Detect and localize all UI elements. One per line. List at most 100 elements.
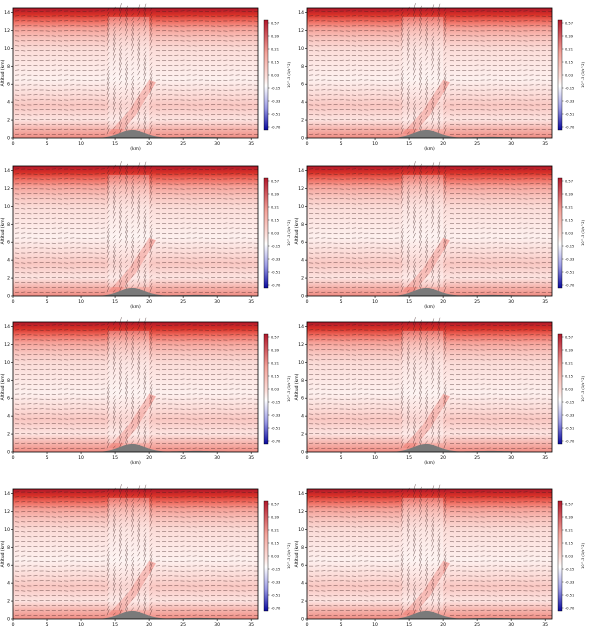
x-tick-label: 5 bbox=[340, 455, 343, 461]
x-axis-label: (km) bbox=[424, 460, 435, 466]
colorbar-tick-label: 0.21 bbox=[271, 47, 279, 51]
colorbar bbox=[263, 177, 269, 289]
y-tick-label: 4 bbox=[7, 258, 10, 264]
x-tick-label: 5 bbox=[340, 622, 343, 628]
wind-vectors bbox=[309, 3, 553, 136]
plot-frame bbox=[12, 321, 259, 453]
x-tick-label: 5 bbox=[46, 299, 49, 305]
x-tick-label: 0 bbox=[306, 141, 309, 147]
y-tick-label: 14 bbox=[4, 491, 10, 497]
colorbar-tick-label: -0.51 bbox=[565, 426, 574, 430]
x-tick-label: 10 bbox=[78, 141, 84, 147]
y-tick-label: 10 bbox=[4, 527, 10, 533]
y-tick-label: 2 bbox=[301, 276, 304, 282]
colorbar-tick-label: 0.57 bbox=[271, 21, 279, 25]
terrain bbox=[307, 287, 552, 296]
colorbar-tick-label: 0.21 bbox=[271, 361, 279, 365]
colorbar-tick-label: 0.57 bbox=[565, 179, 573, 183]
x-tick-label: 5 bbox=[46, 141, 49, 147]
x-tick-label: 10 bbox=[78, 299, 84, 305]
colorbar-tick-label: -0.70 bbox=[271, 439, 281, 443]
y-tick-label: 0 bbox=[7, 617, 10, 623]
x-tick-label: 10 bbox=[372, 299, 378, 305]
colorbar-tick-label: -0.51 bbox=[565, 270, 574, 274]
y-tick-label: 2 bbox=[301, 118, 304, 124]
colorbar bbox=[263, 500, 269, 612]
colorbar-tick-label: 0.57 bbox=[271, 502, 279, 506]
y-tick-label: 8 bbox=[7, 545, 10, 551]
colorbar-tick-label: -0.33 bbox=[271, 99, 280, 103]
y-tick-label: 10 bbox=[4, 360, 10, 366]
colorbar-label: 10^-3 (1/s^2) bbox=[287, 543, 291, 569]
colorbar-tick-label: 0.57 bbox=[565, 335, 573, 339]
colorbar-tick-label: 0.21 bbox=[565, 205, 573, 209]
y-tick-label: 12 bbox=[298, 28, 304, 34]
updraft-column bbox=[402, 16, 444, 130]
y-tick-label: 12 bbox=[298, 186, 304, 192]
x-tick-label: 0 bbox=[306, 455, 309, 461]
terrain bbox=[13, 443, 258, 452]
field-shading bbox=[13, 322, 258, 452]
y-tick-label: 2 bbox=[7, 599, 10, 605]
plot-frame bbox=[12, 165, 259, 297]
field-shading bbox=[307, 8, 552, 138]
updraft-column bbox=[108, 16, 150, 130]
plot-frame bbox=[12, 488, 259, 620]
wind-vectors bbox=[309, 317, 553, 450]
x-tick-label: 35 bbox=[542, 299, 548, 305]
terrain bbox=[13, 129, 258, 138]
y-tick-label: 10 bbox=[4, 46, 10, 52]
x-tick-label: 10 bbox=[78, 622, 84, 628]
x-tick-label: 30 bbox=[214, 141, 220, 147]
colorbar-tick-label: -0.51 bbox=[271, 426, 280, 430]
x-tick-label: 5 bbox=[340, 299, 343, 305]
y-tick-label: 0 bbox=[301, 294, 304, 300]
plot-frame bbox=[306, 488, 553, 620]
x-tick-label: 10 bbox=[372, 141, 378, 147]
y-tick-label: 12 bbox=[4, 186, 10, 192]
colorbar-tick-label: 0.03 bbox=[271, 554, 279, 558]
y-tick-label: 8 bbox=[7, 378, 10, 384]
x-tick-label: 15 bbox=[406, 455, 412, 461]
x-tick-label: 35 bbox=[248, 141, 254, 147]
updraft-column bbox=[402, 497, 444, 611]
terrain bbox=[307, 610, 552, 619]
y-tick-label: 0 bbox=[301, 136, 304, 142]
y-tick-label: 8 bbox=[7, 64, 10, 70]
panel-5: 0 5 10 15 20 25 30 35 0 2 4 6 8 10 12 14 (km) Altitud (km… bbox=[0, 317, 291, 466]
x-tick-label: 30 bbox=[508, 455, 514, 461]
x-tick-label: 10 bbox=[372, 622, 378, 628]
y-axis-label: Altitud (km) bbox=[0, 59, 6, 86]
field-shading bbox=[13, 166, 258, 296]
x-tick-label: 20 bbox=[440, 299, 446, 305]
colorbar-tick-label: -0.15 bbox=[565, 567, 574, 571]
x-tick-label: 25 bbox=[474, 299, 480, 305]
y-tick-label: 6 bbox=[7, 563, 10, 569]
y-tick-label: 14 bbox=[4, 324, 10, 330]
x-tick-label: 25 bbox=[474, 622, 480, 628]
colorbar-label: 10^-3 (1/s^2) bbox=[581, 376, 585, 402]
x-axis-label: (km) bbox=[130, 146, 141, 152]
y-tick-label: 12 bbox=[4, 28, 10, 34]
colorbar-tick-label: 0.57 bbox=[565, 502, 573, 506]
colorbar-tick-label: -0.70 bbox=[271, 125, 281, 129]
y-tick-label: 6 bbox=[301, 240, 304, 246]
panel-8: 0 5 10 15 20 25 30 35 0 2 4 6 8 10 12 14 Altitud (km) 0.5… bbox=[294, 484, 585, 628]
y-tick-label: 0 bbox=[7, 450, 10, 456]
colorbar-tick-label: -0.70 bbox=[565, 606, 575, 610]
x-tick-label: 15 bbox=[406, 622, 412, 628]
y-tick-label: 2 bbox=[7, 118, 10, 124]
y-axis-label: Altitud (km) bbox=[0, 540, 6, 567]
colorbar-label: 10^-3 (1/s^2) bbox=[581, 543, 585, 569]
y-tick-label: 8 bbox=[301, 545, 304, 551]
colorbar-tick-label: -0.15 bbox=[271, 86, 280, 90]
colorbar-label: 10^-3 (1/s^2) bbox=[287, 376, 291, 402]
colorbar-tick-label: 0.21 bbox=[565, 47, 573, 51]
x-tick-label: 35 bbox=[248, 455, 254, 461]
y-tick-label: 4 bbox=[7, 414, 10, 420]
colorbar bbox=[263, 333, 269, 445]
terrain bbox=[307, 129, 552, 138]
panel-7: 0 5 10 15 20 25 30 35 0 2 4 6 8 10 12 14 Altitud (km) 0.5… bbox=[0, 484, 291, 628]
colorbar-tick-label: 0.39 bbox=[565, 515, 574, 519]
colorbar-tick-label: 0.15 bbox=[565, 218, 573, 222]
